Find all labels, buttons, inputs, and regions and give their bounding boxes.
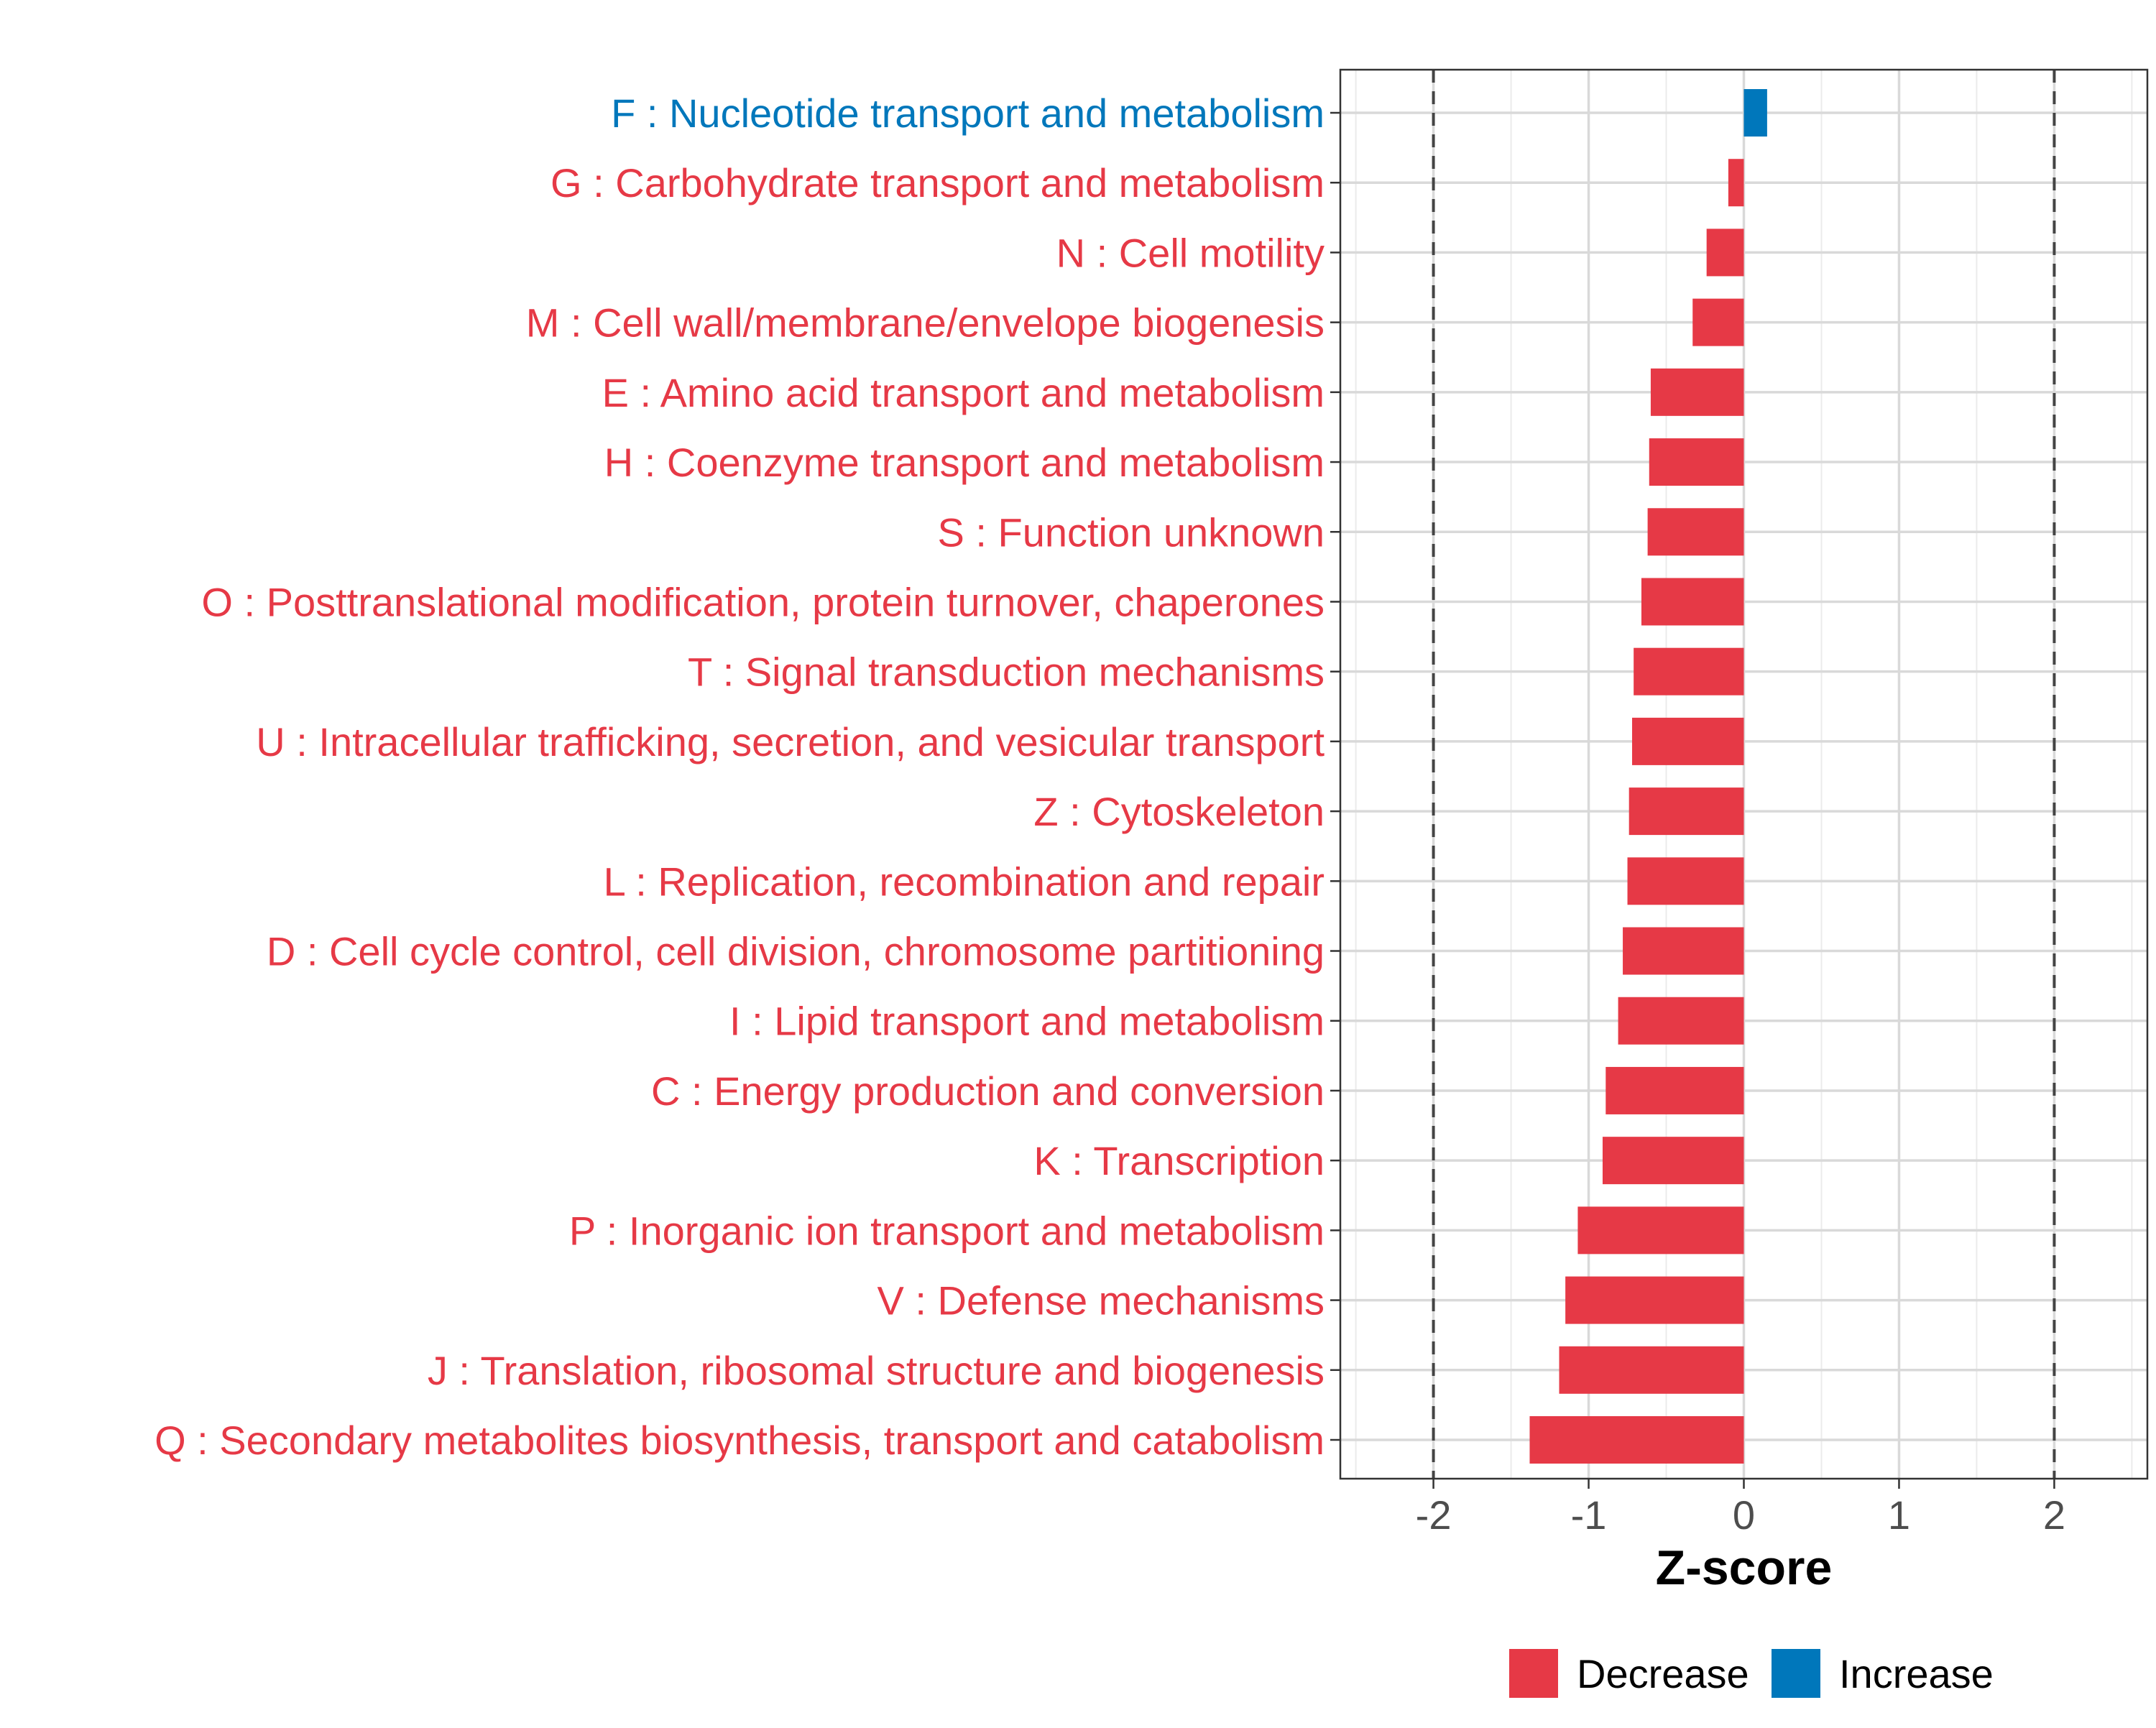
bar <box>1577 1206 1744 1255</box>
bar <box>1728 159 1744 207</box>
bar <box>1641 578 1744 626</box>
bar <box>1632 717 1744 765</box>
category-label: H : Coenzyme transport and metabolism <box>604 440 1325 485</box>
legend-label: Increase <box>1839 1651 1994 1696</box>
legend-label: Decrease <box>1577 1651 1749 1696</box>
bar <box>1634 647 1744 696</box>
x-axis-title: Z-score <box>1656 1540 1833 1595</box>
bar <box>1650 368 1744 416</box>
bar <box>1529 1416 1744 1464</box>
x-tick-label: -2 <box>1416 1492 1452 1538</box>
category-label: E : Amino acid transport and metabolism <box>602 370 1325 415</box>
category-label: T : Signal transduction mechanisms <box>688 650 1325 695</box>
category-label: P : Inorganic ion transport and metaboli… <box>569 1208 1325 1253</box>
bar <box>1647 508 1744 556</box>
category-label: C : Energy production and conversion <box>651 1068 1325 1114</box>
category-label: I : Lipid transport and metabolism <box>729 999 1325 1044</box>
bar <box>1628 787 1744 836</box>
category-label: J : Translation, ribosomal structure and… <box>428 1348 1325 1393</box>
bar <box>1606 1066 1744 1114</box>
category-label: O : Posttranslational modification, prot… <box>201 579 1325 624</box>
category-label: D : Cell cycle control, cell division, c… <box>267 929 1325 974</box>
bar <box>1692 298 1744 346</box>
category-label: N : Cell motility <box>1056 230 1325 275</box>
bar <box>1743 89 1767 137</box>
category-label: U : Intracellular trafficking, secretion… <box>256 719 1325 764</box>
category-label: K : Transcription <box>1033 1138 1325 1183</box>
bar <box>1565 1276 1744 1324</box>
x-tick-label: 0 <box>1733 1492 1755 1538</box>
legend-swatch <box>1772 1649 1820 1698</box>
category-label: F : Nucleotide transport and metabolism <box>611 91 1325 136</box>
category-label: S : Function unknown <box>937 509 1325 555</box>
category-label: G : Carbohydrate transport and metabolis… <box>550 160 1325 205</box>
category-label: L : Replication, recombination and repai… <box>604 859 1325 904</box>
bar <box>1627 857 1744 905</box>
bar <box>1623 927 1744 975</box>
bar <box>1602 1137 1744 1185</box>
bar <box>1706 228 1744 277</box>
category-label: M : Cell wall/membrane/envelope biogenes… <box>526 300 1325 346</box>
bar <box>1649 438 1744 486</box>
bar <box>1559 1346 1744 1394</box>
category-label: V : Defense mechanisms <box>877 1278 1325 1323</box>
bar <box>1618 997 1744 1045</box>
x-tick-label: 2 <box>2043 1492 2065 1538</box>
category-label: Z : Cytoskeleton <box>1033 789 1325 834</box>
category-label: Q : Secondary metabolites biosynthesis, … <box>155 1418 1325 1463</box>
x-tick-label: -1 <box>1571 1492 1607 1538</box>
x-tick-label: 1 <box>1888 1492 1910 1538</box>
legend-swatch <box>1509 1649 1558 1698</box>
